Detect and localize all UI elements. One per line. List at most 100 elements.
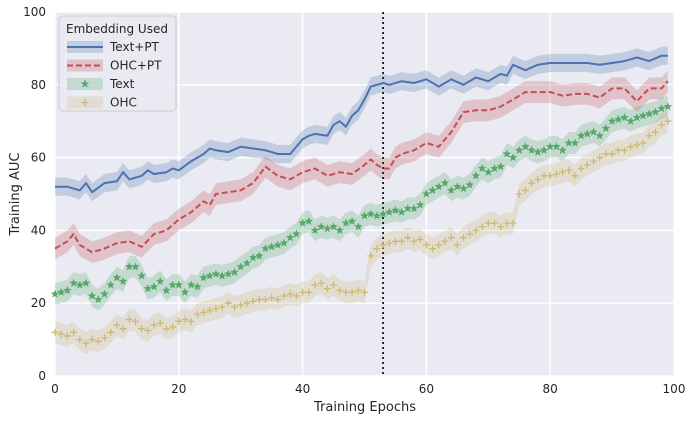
point-ohc [57, 330, 65, 338]
point-text [552, 142, 561, 151]
point-text [378, 209, 388, 218]
point-ohc [404, 234, 412, 242]
point-ohc [367, 252, 375, 260]
point-ohc [478, 223, 486, 231]
point-text [81, 278, 91, 287]
point-ohc [323, 285, 331, 293]
point-ohc [379, 241, 387, 249]
point-ohc [441, 237, 449, 245]
point-ohc [101, 334, 109, 342]
point-text [193, 282, 202, 291]
point-text [242, 258, 252, 267]
point-text [589, 127, 598, 136]
point-text [335, 225, 345, 235]
point-text [236, 262, 246, 271]
point-ohc [497, 223, 505, 231]
point-text [100, 289, 109, 298]
point-text [248, 253, 258, 262]
point-text [446, 185, 456, 195]
point-text [558, 145, 567, 155]
point-ohc [255, 296, 263, 304]
point-ohc [156, 319, 164, 327]
point-ohc [633, 141, 641, 149]
point-ohc [88, 336, 96, 344]
point-ohc [361, 288, 368, 296]
point-ohc [212, 305, 220, 313]
point-text [651, 107, 660, 116]
point-ohc [627, 143, 635, 151]
series-lines [54, 54, 669, 254]
point-ohc [509, 219, 517, 227]
point-ohc [490, 219, 498, 227]
point-ohc [571, 172, 579, 180]
point-ohc [82, 339, 90, 347]
point-text [360, 211, 369, 220]
point-text [347, 216, 357, 225]
point-text [63, 285, 72, 295]
point-ohc [274, 296, 282, 304]
point-text [174, 280, 184, 289]
point-text [316, 222, 326, 231]
series-markers [50, 102, 673, 347]
point-ohc [181, 316, 189, 324]
point-text [514, 145, 524, 155]
x-tick-label: 20 [171, 382, 186, 396]
point-text [155, 276, 165, 286]
point-text [87, 291, 97, 300]
y-tick-label: 80 [31, 78, 46, 92]
point-ohc [342, 288, 350, 296]
point-text [644, 109, 654, 118]
point-text [341, 218, 351, 227]
point-ohc [354, 286, 362, 294]
point-text [162, 285, 171, 295]
point-text [261, 244, 270, 253]
point-text [409, 204, 419, 213]
legend-box [58, 15, 177, 112]
legend-marker-ohc [81, 99, 89, 106]
point-ohc [515, 190, 523, 198]
point-ohc [144, 327, 152, 334]
point-ohc [422, 241, 430, 249]
point-ohc [546, 172, 554, 180]
line-text-plus-pt [55, 54, 668, 194]
point-ohc [528, 179, 536, 187]
point-text [273, 240, 283, 249]
point-ohc [51, 328, 59, 336]
point-text [595, 131, 605, 140]
x-tick-label: 0 [51, 382, 59, 396]
band-text-plus-pt [55, 46, 668, 202]
point-ohc [398, 237, 406, 245]
point-ohc [107, 328, 115, 336]
y-tick-label: 40 [31, 223, 46, 237]
legend-title: Embedding Used [66, 22, 168, 36]
confidence-bands [55, 46, 668, 355]
point-ohc [540, 172, 548, 180]
point-ohc [521, 186, 529, 194]
point-text [199, 273, 208, 282]
point-text [582, 129, 592, 138]
point-text [106, 280, 116, 289]
point-ohc [583, 161, 591, 169]
point-ohc [162, 325, 170, 333]
point-ohc [187, 317, 195, 325]
point-text [353, 222, 363, 231]
point-text [626, 116, 636, 125]
point-ohc [466, 230, 474, 238]
point-text [69, 278, 78, 287]
point-ohc [534, 175, 542, 183]
point-ohc [391, 237, 399, 245]
point-text [186, 280, 196, 289]
point-text [533, 147, 543, 156]
point-text [131, 262, 140, 271]
point-ohc [435, 241, 443, 249]
point-ohc [169, 323, 177, 331]
point-text [149, 282, 159, 291]
point-text [137, 271, 147, 280]
point-ohc [311, 281, 319, 289]
point-ohc [639, 139, 647, 147]
point-ohc [299, 288, 307, 296]
point-ohc [552, 170, 560, 178]
point-ohc [237, 301, 245, 309]
band-text [55, 95, 668, 311]
point-ohc [193, 310, 201, 318]
